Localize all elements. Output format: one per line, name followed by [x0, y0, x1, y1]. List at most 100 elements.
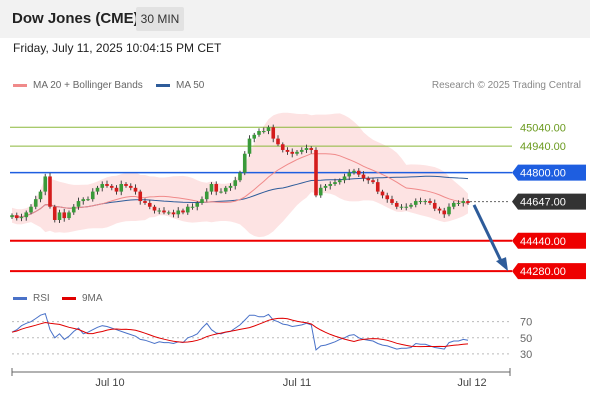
candle-body: [138, 191, 143, 202]
candle-body: [314, 149, 318, 196]
candle-body: [442, 210, 447, 215]
x-tick-label-1: Jul 11: [283, 377, 312, 389]
candle-body: [223, 187, 228, 192]
candle-body: [271, 127, 276, 139]
candle-body: [200, 199, 204, 203]
candle-body: [423, 201, 428, 203]
candle-body: [304, 148, 309, 150]
candle-body: [347, 172, 352, 177]
timeframe-button[interactable]: 30 MIN: [136, 7, 184, 31]
ma50-swatch: [156, 84, 170, 87]
rsi-line: [11, 312, 469, 351]
candle-body: [19, 217, 24, 219]
candle-body: [204, 191, 209, 200]
candle-body: [86, 199, 90, 201]
candle-body: [409, 204, 413, 207]
candle-body: [261, 131, 266, 133]
candle-body: [333, 182, 337, 185]
candle-body: [418, 201, 423, 203]
candle-body: [337, 180, 342, 183]
legend-ma20: MA 20 + Bollinger Bands: [13, 80, 143, 91]
instrument-title: Dow Jones (CME): [12, 10, 139, 27]
rsi-swatch: [13, 297, 27, 300]
candle-body: [67, 212, 71, 219]
candles: [10, 124, 470, 224]
candle-body: [233, 180, 238, 186]
candle-body: [356, 170, 361, 175]
ma50-label: MA 50: [176, 80, 205, 91]
legend-ma50: MA 50: [156, 80, 204, 91]
candle-body: [195, 202, 200, 207]
candle-body: [276, 138, 280, 145]
candle-body: [81, 199, 86, 202]
ma20-swatch: [13, 84, 27, 87]
candle-body: [147, 202, 152, 207]
candle-body: [285, 149, 290, 152]
candle-body: [128, 185, 133, 188]
candle-body: [385, 195, 390, 200]
candle-body: [394, 202, 399, 207]
candle-body: [413, 201, 418, 205]
candle-body: [43, 176, 48, 192]
candle-body: [152, 206, 157, 211]
candle-body: [375, 182, 380, 192]
candle-body: [371, 180, 375, 183]
candle-body: [157, 210, 162, 212]
candle-body: [242, 153, 247, 173]
candle-body: [456, 202, 461, 204]
candle-body: [90, 191, 95, 200]
rsi-level-label-0: 70: [520, 317, 532, 329]
rsi-level-label-2: 30: [520, 349, 532, 361]
candle-body: [171, 212, 176, 215]
candle-body: [280, 144, 285, 150]
ma20-line: [11, 153, 469, 218]
forecast-arrow-head: [496, 257, 508, 272]
candle-body: [95, 187, 100, 192]
candle-body: [366, 178, 371, 181]
forecast-arrow-shaft: [472, 204, 504, 264]
level-label-0: 45040.00: [520, 122, 566, 134]
candle-body: [33, 199, 38, 207]
candle-body: [176, 210, 181, 215]
candle-body: [295, 151, 299, 154]
candle-body: [119, 184, 124, 192]
candle-body: [114, 187, 119, 192]
rsi-label: RSI: [33, 293, 50, 304]
candle-body: [14, 215, 19, 219]
level-label-4: 44440.00: [520, 236, 566, 248]
candle-body: [361, 174, 366, 179]
candle-body: [219, 191, 223, 193]
legend-rsi: RSI: [13, 293, 50, 304]
candle-body: [109, 185, 114, 188]
rsi-ma-label: 9MA: [82, 293, 103, 304]
level-label-5: 44280.00: [520, 266, 566, 278]
level-label-3: 44647.00: [520, 197, 566, 209]
candle-body: [228, 185, 233, 188]
candle-body: [105, 184, 109, 186]
candle-body: [181, 210, 185, 213]
header-bar: Dow Jones (CME) 30 MIN: [0, 0, 590, 38]
candle-body: [190, 206, 195, 208]
candle-body: [432, 202, 437, 209]
candle-body: [466, 201, 470, 203]
level-tag-2: [512, 164, 586, 181]
candle-body: [404, 206, 409, 208]
candle-body: [124, 184, 128, 186]
level-tag-4: [512, 232, 586, 249]
level-tag-3: [512, 193, 586, 210]
candle-body: [166, 212, 171, 214]
candle-body: [299, 149, 304, 152]
candle-body: [352, 170, 356, 173]
candle-body: [252, 134, 257, 139]
candle-body: [57, 212, 62, 220]
candle-body: [209, 184, 214, 192]
candle-body: [133, 187, 138, 192]
candle-body: [380, 191, 385, 196]
candle-body: [399, 206, 404, 208]
timestamp: Friday, July 11, 2025 10:04:15 PM CET: [13, 41, 222, 55]
candle-body: [76, 201, 81, 207]
candle-body: [257, 131, 261, 135]
candle-body: [290, 151, 295, 154]
x-tick-label-2: Jul 12: [457, 377, 486, 389]
